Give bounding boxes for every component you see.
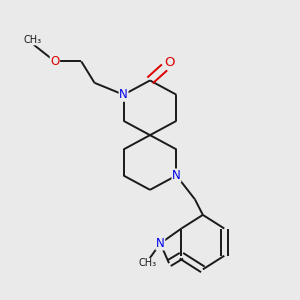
Text: CH₃: CH₃ <box>139 258 157 268</box>
Text: N: N <box>119 88 128 101</box>
Text: O: O <box>50 55 59 68</box>
Text: N: N <box>172 169 181 182</box>
Text: O: O <box>164 56 175 69</box>
Text: N: N <box>156 237 165 250</box>
Text: CH₃: CH₃ <box>23 35 41 45</box>
